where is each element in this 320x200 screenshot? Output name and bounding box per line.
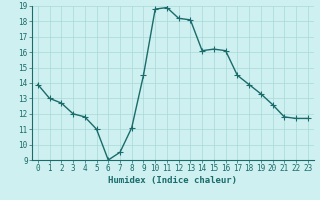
X-axis label: Humidex (Indice chaleur): Humidex (Indice chaleur)	[108, 176, 237, 185]
